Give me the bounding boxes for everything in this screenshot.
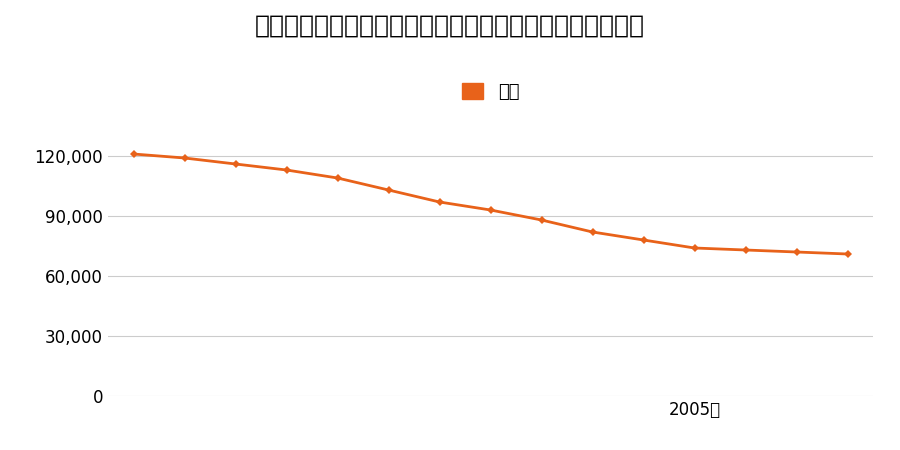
Legend: 価格: 価格 bbox=[454, 76, 526, 108]
Text: 静岡県志太郡岡部町内谷字八反田６２３番４外の地価推移: 静岡県志太郡岡部町内谷字八反田６２３番４外の地価推移 bbox=[255, 14, 645, 37]
